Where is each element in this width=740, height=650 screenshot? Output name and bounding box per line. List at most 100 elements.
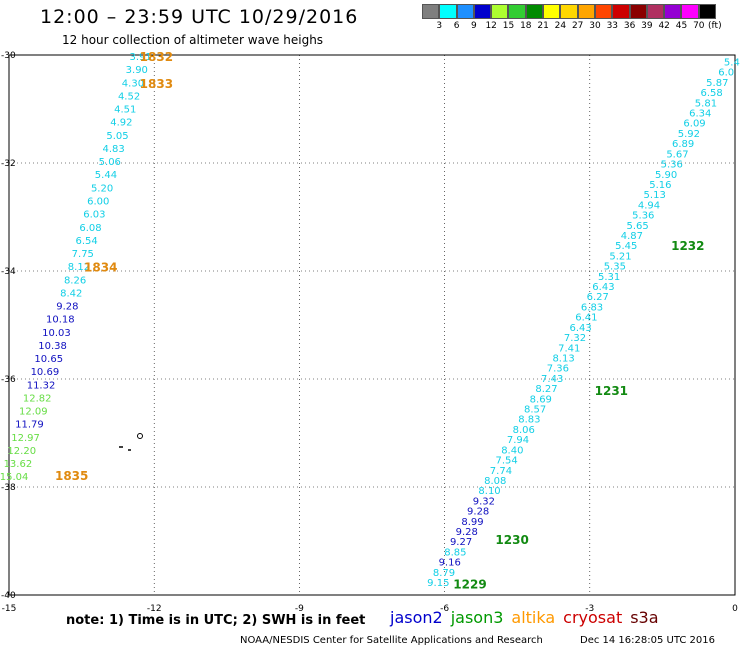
wave-height-value: 4.30 [122, 78, 144, 89]
generation-timestamp: Dec 14 16:28:05 UTC 2016 [580, 635, 715, 646]
wave-height-value: 7.74 [490, 466, 512, 477]
wave-height-value: 4.94 [638, 200, 660, 211]
wave-height-value: 6.34 [689, 109, 711, 120]
wave-height-value: 10.69 [31, 367, 60, 378]
pass-time-label: 1231 [595, 384, 628, 398]
wave-height-value: 5.13 [644, 190, 666, 201]
colorbar-cell [473, 4, 492, 19]
wave-height-value: 6.89 [672, 139, 694, 150]
wave-height-value: 7.43 [541, 374, 563, 385]
wave-height-value: 5.92 [678, 129, 700, 140]
colorbar-label: 21 [537, 21, 549, 31]
lon-tick-label: -6 [440, 604, 449, 614]
wave-height-value: 5.4 [724, 57, 740, 68]
colorbar-label: 33 [606, 21, 619, 31]
wave-height-value: 10.18 [46, 315, 75, 326]
chart-title: 12:00 – 23:59 UTC 10/29/2016 [40, 6, 359, 28]
chart-subtitle: 12 hour collection of altimeter wave hei… [62, 33, 324, 47]
wave-height-value: 7.32 [564, 333, 586, 344]
colorbar-label: 27 [571, 21, 584, 31]
wave-height-value: 6.03 [83, 210, 105, 221]
wave-height-value: 10.38 [38, 341, 67, 352]
wave-height-value: 7.75 [72, 249, 94, 260]
wave-height-value: 5.44 [95, 170, 117, 181]
lon-tick-label: 0 [732, 604, 738, 614]
wave-height-value: 11.79 [15, 420, 44, 431]
colorbar-label: 39 [641, 21, 653, 31]
wave-height-value: 8.06 [513, 425, 535, 436]
wave-height-value: 4.52 [118, 91, 140, 102]
wave-height-value: 8.57 [524, 405, 546, 416]
wave-height-value: 5.36 [661, 160, 683, 171]
wave-height-value: 8.85 [444, 547, 466, 558]
wave-height-value: 8.13 [552, 353, 574, 364]
wave-height-value: 6.27 [587, 292, 609, 303]
wave-height-value: 8.99 [461, 517, 483, 528]
wave-height-value: 8.40 [501, 445, 523, 456]
wave-height-value: 6.43 [570, 323, 592, 334]
time-labels: 1832 1833 1834 1835 1232 1231 1230 1229 [55, 50, 705, 592]
wave-height-value: 8.26 [64, 275, 86, 286]
wave-height-value: 3.90 [126, 65, 148, 76]
colorbar-label: 30 [589, 21, 601, 31]
wave-height-value: 8.27 [535, 384, 557, 395]
wave-height-value: 5.90 [655, 170, 677, 181]
colorbar-label: 24 [554, 21, 567, 31]
lat-tick-label: -34 [1, 267, 16, 277]
wave-height-value: 7.54 [496, 456, 518, 467]
colorbar-cell [525, 4, 544, 19]
island-outline [119, 433, 143, 451]
lat-tick-label: -40 [1, 591, 16, 601]
colorbar-cell [612, 4, 630, 19]
jason-track-values: 9.158.799.168.859.279.288.999.289.328.10… [427, 57, 740, 589]
wave-height-value: 5.06 [99, 157, 121, 168]
wave-height-value: 12.20 [7, 446, 36, 457]
wave-height-value: 3.91 [130, 52, 152, 63]
satellite-legend-altika: altika [511, 608, 556, 627]
colorbar-cell [594, 4, 613, 19]
colorbar-label: 45 [675, 21, 688, 31]
wave-height-value: 12.82 [23, 393, 52, 404]
pass-time-label: 1230 [495, 533, 528, 547]
wave-height-value: 6.41 [575, 313, 597, 324]
colorbar-label: 9 [471, 21, 477, 31]
colorbar-cell [560, 4, 578, 19]
wave-height-value: 13.62 [4, 459, 33, 470]
altika-track-values: 3.91 3.90 4.30 4.52 4.51 4.92 5.05 4.83 5.06 5.44… [0, 52, 152, 483]
wave-height-value: 12.09 [19, 407, 48, 418]
colorbar-cell [664, 4, 682, 19]
island-dot [137, 433, 143, 439]
satellite-legend-jason2: jason2 [390, 608, 443, 627]
colorbar-cell [508, 4, 526, 19]
wave-height-value: 6.08 [79, 223, 101, 234]
colorbar-cell [577, 4, 595, 19]
wave-height-value: 9.32 [473, 496, 495, 507]
wave-height-value: 6.0 [718, 68, 734, 79]
wave-height-value: 8.83 [518, 415, 540, 426]
wave-height-value: 8.42 [60, 288, 82, 299]
wave-height-value: 5.87 [706, 78, 728, 89]
wave-height-value: 5.21 [609, 251, 631, 262]
wave-height-value: 5.36 [632, 211, 654, 222]
colorbar-label: 70 [693, 21, 705, 31]
wave-height-value: 5.35 [604, 262, 626, 273]
colorbar-cell [543, 4, 561, 19]
lon-tick-label: -3 [585, 604, 594, 614]
wave-height-value: 8.10 [478, 486, 500, 497]
wave-height-value: 5.05 [106, 131, 128, 142]
colorbar-label: 42 [658, 21, 670, 31]
wave-height-value: 15.04 [0, 472, 28, 483]
satellite-legend: jason2 jason3 altika cryosat s3a [390, 608, 667, 627]
colorbar-label: 18 [520, 21, 532, 31]
lon-tick-label: -15 [2, 604, 17, 614]
wave-height-value: 6.00 [87, 196, 109, 207]
wave-height-value: 8.79 [433, 568, 455, 579]
colorbar-labels: 3 6 9 12 15 18 21 24 27 30 33 36 39 42 45 70 (ft) [422, 21, 740, 35]
wave-height-value: 5.20 [91, 183, 113, 194]
pass-time-label: 1834 [84, 261, 117, 275]
wave-height-value: 9.28 [456, 527, 478, 538]
satellite-legend-s3a: s3a [630, 608, 659, 627]
wave-height-value: 11.32 [27, 380, 56, 391]
wave-height-value: 9.15 [427, 578, 449, 589]
